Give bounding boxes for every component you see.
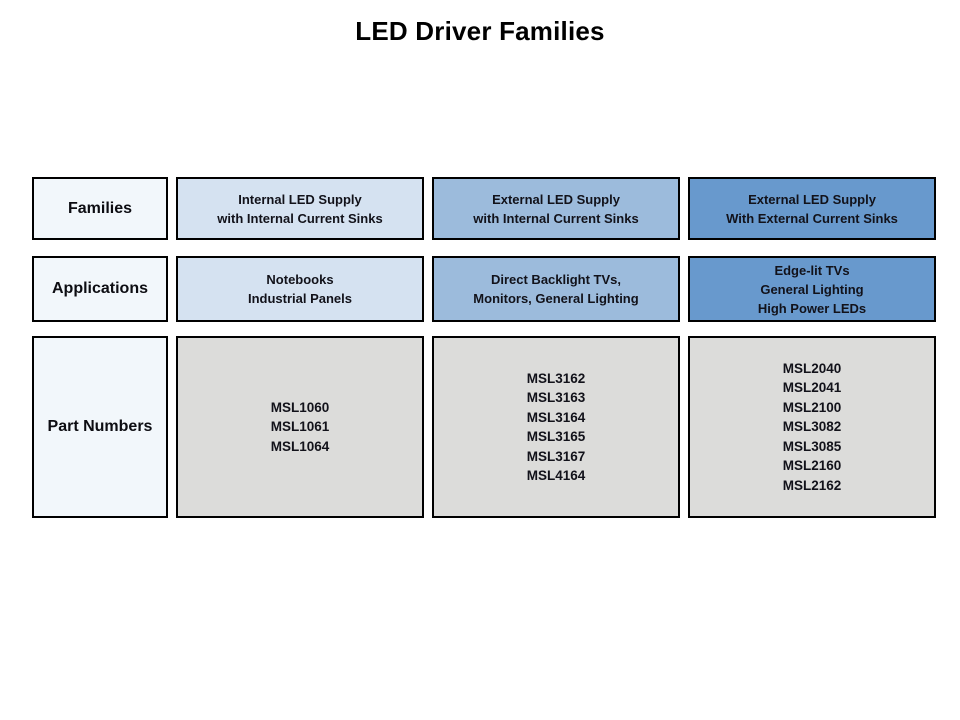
part-number: MSL3085	[782, 438, 842, 454]
part-number: MSL1061	[270, 419, 330, 435]
cell-line: General Lighting	[760, 281, 864, 297]
part-number: MSL2040	[782, 360, 842, 376]
part-numbers-cell-external-supply-external-sinks: MSL2040 MSL2041 MSL2100 MSL3082 MSL3085 …	[688, 336, 936, 518]
family-cell-internal-supply-internal-sinks: Internal LED Supply with Internal Curren…	[176, 177, 424, 240]
part-number: MSL1060	[270, 399, 330, 415]
application-cell-notebooks: Notebooks Industrial Panels	[176, 256, 424, 322]
cell-line: Edge-lit TVs	[774, 262, 850, 278]
page-title: LED Driver Families	[355, 16, 605, 46]
family-cell-external-supply-internal-sinks: External LED Supply with Internal Curren…	[432, 177, 680, 240]
families-row: Families Internal LED Supply with Intern…	[32, 177, 936, 240]
part-numbers-row: Part Numbers MSL1060 MSL1061 MSL1064 MSL…	[32, 336, 936, 518]
part-number: MSL3165	[526, 429, 586, 444]
family-cell-external-supply-external-sinks: External LED Supply With External Curren…	[688, 177, 936, 240]
application-cell-edge-lit: Edge-lit TVs General Lighting High Power…	[688, 256, 936, 322]
cell-line: Notebooks	[266, 272, 334, 287]
part-number: MSL2160	[782, 458, 842, 474]
part-number: MSL1064	[270, 438, 330, 454]
cell-line: External LED Supply	[492, 191, 620, 207]
part-number: MSL3164	[526, 409, 586, 425]
cell-line: Internal LED Supply	[238, 191, 362, 207]
part-number: MSL2041	[782, 380, 842, 396]
cell-line: Direct Backlight TVs,	[490, 272, 622, 287]
part-number: MSL3163	[526, 390, 586, 405]
part-number: MSL2100	[782, 399, 842, 415]
part-number: MSL3162	[526, 370, 586, 386]
part-numbers-cell-internal-supply: MSL1060 MSL1061 MSL1064	[176, 336, 424, 518]
application-cell-direct-backlight: Direct Backlight TVs, Monitors, General …	[432, 256, 680, 322]
part-numbers-cell-external-supply-internal-sinks: MSL3162 MSL3163 MSL3164 MSL3165 MSL3167 …	[432, 336, 680, 518]
part-number: MSL4164	[526, 468, 586, 483]
part-number: MSL3082	[782, 419, 842, 435]
cell-line: High Power LEDs	[757, 300, 867, 316]
cell-line: with Internal Current Sinks	[473, 210, 639, 226]
cell-line: External LED Supply	[748, 191, 876, 207]
cell-line: Industrial Panels	[247, 291, 353, 306]
cell-line: Monitors, General Lighting	[473, 291, 639, 306]
part-number: MSL2162	[782, 477, 842, 493]
row-label-part-numbers: Part Numbers	[32, 336, 168, 518]
applications-row: Applications Notebooks Industrial Panels…	[32, 256, 936, 322]
part-number: MSL3167	[526, 448, 586, 464]
row-label-applications: Applications	[32, 256, 168, 322]
cell-line: With External Current Sinks	[726, 210, 898, 226]
row-label-families: Families	[32, 177, 168, 240]
cell-line: with Internal Current Sinks	[217, 210, 383, 226]
